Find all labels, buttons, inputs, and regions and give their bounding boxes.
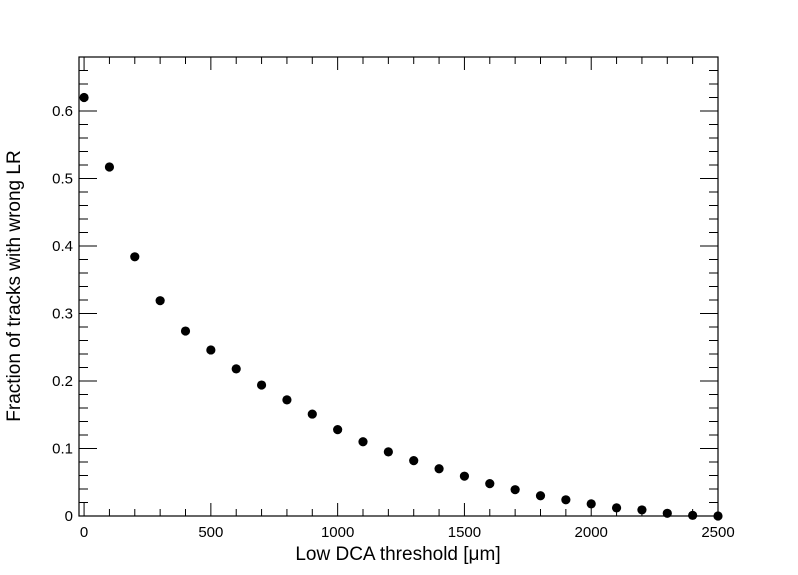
data-point [535,491,546,501]
data-point [485,479,495,489]
y-axis-title: Fraction of tracks with wrong LR [4,150,25,421]
data-point [333,425,343,435]
data-point [434,464,444,474]
x-tick-label: 1500 [448,524,481,541]
y-tick-label: 0.3 [52,306,73,323]
data-point [383,447,393,457]
data-points [79,92,723,521]
data-point [637,505,647,515]
x-tick-label: 0 [80,524,88,541]
data-point [180,326,191,336]
data-point [307,409,317,419]
y-tick-label: 0.4 [52,238,73,255]
data-point [155,296,165,306]
data-point [409,456,419,466]
data-point [713,511,723,521]
y-tick-label: 0.1 [52,441,73,458]
data-point [611,503,622,513]
y-tick-label: 0 [65,508,73,525]
data-point [358,437,368,447]
x-axis-tick-labels: 0 500 1000 1500 2000 2500 [80,524,735,541]
data-point [586,499,596,509]
x-tick-label: 1000 [321,524,354,541]
x-tick-label: 2500 [701,524,734,541]
x-tick-label: 500 [198,524,223,541]
data-point [662,508,672,518]
x-axis-title: Low DCA threshold [μm] [295,544,500,565]
data-point [130,252,140,262]
data-point [79,92,89,103]
y-tick-label: 0.2 [52,373,73,390]
data-point [231,364,241,374]
plot-frame [78,56,719,517]
data-point [104,162,115,172]
y-tick-label: 0.5 [52,171,73,188]
x-tick-label: 2000 [575,524,608,541]
x-axis-ticks [83,57,719,516]
y-axis-tick-labels: 0 0.1 0.2 0.3 0.4 0.5 0.6 [52,103,73,525]
data-point [561,495,571,505]
data-point [256,380,267,390]
data-point [459,471,470,481]
data-point [206,345,216,355]
data-point [510,485,520,495]
y-tick-label: 0.6 [52,103,73,120]
data-point [688,510,698,520]
y-axis-ticks [79,56,718,517]
data-point [282,395,292,405]
